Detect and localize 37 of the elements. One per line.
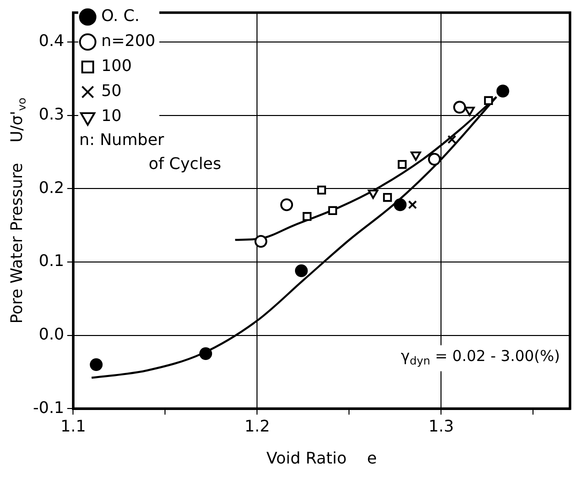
y-tick-label: 0.4 [38, 31, 64, 50]
point [302, 212, 312, 221]
y-tick-label: 0.2 [38, 178, 64, 197]
point [90, 358, 103, 371]
point [484, 96, 493, 106]
x-tick-label: 1.2 [244, 416, 270, 436]
y-tick-label: 0.1 [38, 251, 64, 270]
point [410, 151, 422, 161]
y-axis-title: Pore Water Pressure U/σ'vo [7, 97, 29, 324]
annotation: n: Number of Cycles [79, 130, 222, 174]
point [447, 135, 456, 144]
x-tick-label: 1.3 [428, 416, 454, 436]
point [398, 160, 407, 169]
legend-label: 50 [101, 81, 122, 100]
y-tick-label: -0.1 [33, 398, 64, 417]
y-tick-label: 0.0 [38, 324, 64, 344]
point [464, 106, 475, 116]
legend-label: O. C. [101, 6, 140, 26]
point [368, 190, 378, 199]
point [428, 152, 441, 166]
point [408, 200, 417, 210]
point [254, 235, 268, 248]
legend-label: n=200 [101, 31, 156, 50]
point [294, 264, 308, 278]
point [496, 84, 510, 98]
y-tick-label: 0.3 [38, 104, 64, 124]
point [453, 100, 466, 114]
x-tick-label: 1.1 [60, 416, 86, 436]
point [199, 347, 212, 360]
point [328, 206, 338, 216]
point [394, 198, 407, 212]
x-axis-title: Void Ratio e [266, 448, 377, 468]
point [280, 198, 294, 212]
point [383, 192, 392, 202]
legend-label: 10 [101, 106, 122, 126]
point [317, 186, 326, 194]
legend-label: 100 [101, 56, 132, 76]
